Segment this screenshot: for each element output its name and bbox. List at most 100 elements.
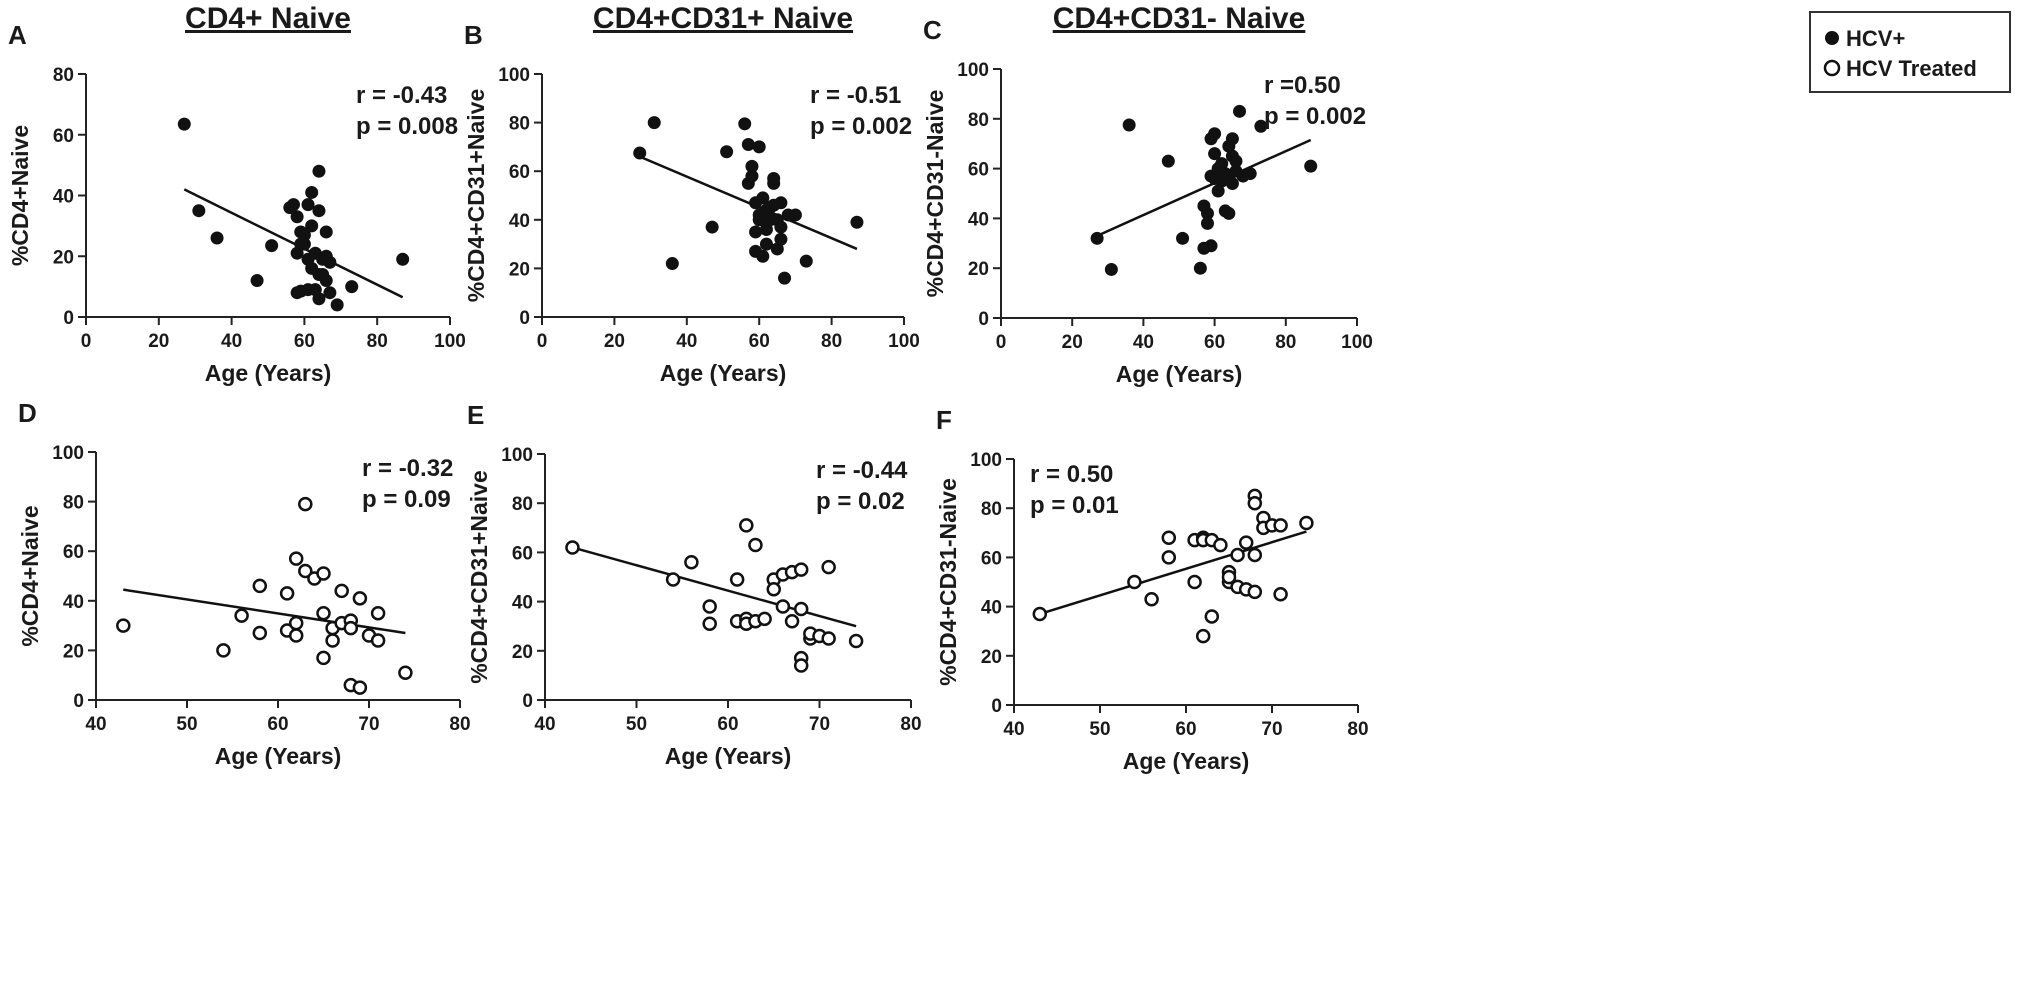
x-axis-label-b: Age (Years) — [660, 360, 787, 386]
panels: A CD4+ Naive 0 20 40 60 80 100 0 20 40 60 80 Age (Yea… — [7, 2, 1373, 774]
panel-d: D 40 50 60 70 80 0 20 40 60 80 100 Age (Years) %CD4+N… — [17, 398, 471, 769]
x-tick-label-c: 20 — [1062, 332, 1083, 353]
data-point — [1204, 609, 1220, 624]
panel-label-f: F — [936, 405, 952, 435]
data-point — [210, 231, 224, 245]
panel-title-b: CD4+CD31+ Naive — [593, 2, 853, 35]
panel-label-a: A — [8, 20, 27, 50]
data-point — [1221, 569, 1237, 585]
data-point — [1225, 177, 1239, 191]
x-tick-label-c: 100 — [1341, 332, 1373, 353]
data-point — [252, 625, 268, 641]
x-tick-label-a: 20 — [148, 331, 169, 352]
data-point — [1144, 591, 1159, 607]
data-point — [297, 237, 311, 251]
y-tick-label-b: 40 — [509, 211, 530, 232]
y-tick-label-a: 20 — [53, 247, 74, 268]
stat-r-d: r = -0.32 — [362, 455, 453, 482]
data-point — [252, 578, 268, 594]
data-point — [1211, 184, 1225, 198]
data-point — [752, 140, 766, 154]
data-point — [788, 208, 802, 222]
y-tick-label-f: 0 — [991, 696, 1002, 717]
data-point — [1208, 127, 1222, 141]
data-point — [301, 198, 315, 212]
data-point — [1247, 496, 1263, 511]
data-point — [1200, 206, 1214, 220]
data-point — [775, 599, 791, 614]
data-point — [1254, 119, 1268, 133]
data-point — [748, 537, 763, 553]
x-tick-label-f: 80 — [1347, 719, 1368, 740]
y-tick-label-e: 100 — [501, 445, 533, 466]
x-tick-label-b: 0 — [537, 331, 548, 352]
data-point — [1104, 262, 1118, 276]
stat-p-b: p = 0.002 — [810, 113, 912, 140]
x-tick-label-c: 80 — [1275, 332, 1296, 353]
data-point — [799, 254, 813, 268]
data-point — [1122, 118, 1136, 132]
data-point — [116, 618, 131, 633]
data-point — [745, 159, 759, 173]
data-point — [1225, 132, 1239, 146]
data-point — [1161, 154, 1175, 168]
data-point — [1161, 530, 1177, 545]
stat-r-b: r = -0.51 — [810, 82, 901, 109]
data-point — [821, 559, 836, 575]
x-tick-label-a: 60 — [294, 331, 315, 352]
stat-p-c: p = 0.002 — [1264, 103, 1366, 130]
y-tick-label-b: 0 — [519, 308, 530, 329]
stat-r-f: r = 0.50 — [1030, 461, 1113, 488]
data-point — [702, 599, 717, 614]
y-tick-label-e: 40 — [512, 593, 533, 614]
regression-line-f — [1039, 530, 1307, 616]
data-point — [1090, 231, 1104, 245]
x-tick-label-d: 80 — [449, 714, 470, 735]
data-point — [323, 255, 337, 269]
data-point — [1243, 167, 1257, 181]
panel-a: A CD4+ Naive 0 20 40 60 80 100 0 20 40 60 80 Age (Yea… — [7, 2, 466, 386]
data-point — [1299, 515, 1314, 531]
stat-r-c: r =0.50 — [1264, 72, 1341, 99]
data-point — [290, 210, 304, 224]
x-tick-label-f: 40 — [1003, 719, 1024, 740]
data-point — [325, 633, 340, 648]
legend-label-hcv-treated: HCV Treated — [1846, 56, 1977, 81]
y-tick-label-e: 80 — [512, 494, 533, 515]
data-point — [312, 164, 326, 178]
x-tick-label-a: 80 — [367, 331, 388, 352]
x-tick-label-e: 40 — [534, 714, 555, 735]
x-tick-label-d: 50 — [176, 714, 197, 735]
data-point — [774, 220, 788, 234]
data-point — [759, 237, 773, 251]
y-tick-label-a: 40 — [53, 187, 74, 208]
legend: HCV+ HCV Treated — [1809, 11, 2011, 93]
x-tick-label-d: 60 — [267, 714, 288, 735]
x-axis-label-e: Age (Years) — [665, 743, 792, 769]
x-tick-label-c: 60 — [1204, 332, 1225, 353]
y-tick-label-e: 60 — [512, 543, 533, 564]
data-point — [1304, 159, 1318, 173]
x-tick-label-c: 0 — [996, 332, 1007, 353]
y-axis-label-b: %CD4+CD31+Naive — [463, 89, 489, 303]
y-tick-label-a: 80 — [53, 65, 74, 86]
y-tick-label-c: 20 — [968, 259, 989, 280]
x-tick-label-d: 70 — [358, 714, 379, 735]
x-tick-label-f: 60 — [1175, 719, 1196, 740]
data-point — [720, 145, 734, 159]
panel-label-d: D — [18, 398, 37, 428]
data-point — [1215, 157, 1229, 171]
x-tick-label-b: 60 — [749, 331, 770, 352]
x-tick-label-f: 70 — [1261, 719, 1282, 740]
data-point — [1233, 104, 1247, 118]
data-point — [345, 280, 359, 294]
data-point — [305, 185, 319, 199]
panel-label-c: C — [923, 15, 942, 45]
y-tick-label-f: 20 — [981, 647, 1002, 668]
regression-line-a — [183, 188, 404, 299]
y-tick-label-d: 60 — [63, 542, 84, 563]
stat-r-a: r = -0.43 — [356, 82, 447, 109]
y-tick-label-c: 60 — [968, 160, 989, 181]
y-tick-label-d: 80 — [63, 493, 84, 514]
